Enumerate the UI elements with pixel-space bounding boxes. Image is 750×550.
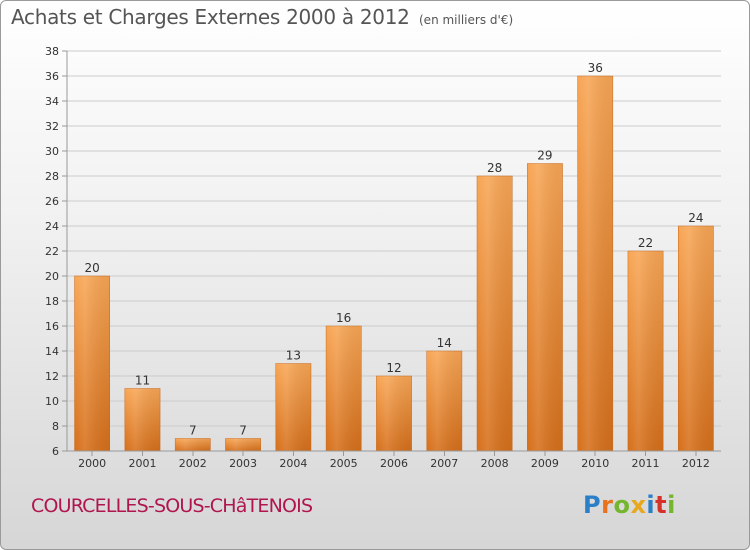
x-tick-label: 2005 xyxy=(330,457,358,470)
bar-value-label: 28 xyxy=(487,161,502,175)
logo-letter: i xyxy=(667,491,676,519)
bar-value-label: 11 xyxy=(135,374,150,388)
bars xyxy=(74,75,714,452)
y-tick-label: 20 xyxy=(45,270,59,283)
y-tick-label: 32 xyxy=(45,120,59,133)
x-tick-label: 2000 xyxy=(78,457,106,470)
chart-title: Achats et Charges Externes 2000 à 2012 xyxy=(11,5,410,29)
bar-highlight xyxy=(577,76,613,451)
bar-value-label: 29 xyxy=(537,149,552,163)
y-tick-label: 8 xyxy=(52,420,59,433)
y-tick-label: 16 xyxy=(45,320,59,333)
axes: 6 8 10 12 14 16 18 20 22 24 26 28 30 32 34 36 38 2000 2001… xyxy=(45,45,721,470)
bar-value-label: 36 xyxy=(588,61,603,75)
logo-letter: r xyxy=(601,491,614,519)
bar-highlight xyxy=(275,363,311,451)
x-tick-label: 2001 xyxy=(128,457,156,470)
y-tick-label: 28 xyxy=(45,170,59,183)
bar-highlight xyxy=(74,276,110,451)
chart-unit: (en milliers d'€) xyxy=(419,13,514,27)
logo-letter: t xyxy=(655,491,668,519)
bar-value-label: 24 xyxy=(688,211,703,225)
bar-value-label: 12 xyxy=(386,361,401,375)
bar-highlight xyxy=(326,326,362,451)
x-tick-label: 2010 xyxy=(581,457,609,470)
bar-value-label: 22 xyxy=(638,236,653,250)
proxiti-logo: Proxiti xyxy=(583,491,676,519)
bar-highlight xyxy=(124,388,161,451)
y-tick-label: 34 xyxy=(45,95,59,108)
y-tick-label: 38 xyxy=(45,45,59,58)
y-tick-label: 6 xyxy=(52,445,59,458)
bar-highlight xyxy=(175,438,211,451)
bar-value-label: 7 xyxy=(239,424,247,438)
y-tick-label: 10 xyxy=(45,395,59,408)
bar-value-label: 16 xyxy=(336,311,351,325)
x-tick-label: 2011 xyxy=(632,457,660,470)
y-tick-label: 18 xyxy=(45,295,59,308)
logo-letter: i xyxy=(646,491,656,519)
bar-highlight xyxy=(678,226,714,451)
logo-letter: P xyxy=(583,491,602,519)
x-tick-label: 2004 xyxy=(279,457,307,470)
x-tick-label: 2003 xyxy=(229,457,257,470)
y-tick-label: 30 xyxy=(45,145,59,158)
y-tick-label: 12 xyxy=(45,370,59,383)
bar-value-label: 20 xyxy=(85,261,100,275)
bar-highlight xyxy=(527,163,563,451)
location-name: COURCELLES-SOUS-CHâTENOIS xyxy=(31,495,313,517)
x-tick-label: 2007 xyxy=(430,457,458,470)
y-tick-label: 24 xyxy=(45,220,59,233)
bar-highlight xyxy=(225,438,261,451)
labels: 20 11 7 7 13 16 12 14 28 29 36 22 24 xyxy=(85,61,704,438)
x-tick-label: 2006 xyxy=(380,457,408,470)
x-tick-label: 2002 xyxy=(179,457,207,470)
logo-letter: x xyxy=(630,491,647,519)
bar-value-label: 13 xyxy=(286,349,301,363)
bar-highlight xyxy=(477,176,513,451)
y-tick-label: 22 xyxy=(45,245,59,258)
bar-highlight xyxy=(627,251,664,451)
bar-highlight xyxy=(376,376,412,451)
x-tick-label: 2012 xyxy=(682,457,710,470)
y-tick-label: 36 xyxy=(45,70,59,83)
x-tick-label: 2008 xyxy=(481,457,509,470)
x-tick-label: 2009 xyxy=(531,457,559,470)
bar-value-label: 14 xyxy=(437,336,452,350)
bar-highlight xyxy=(426,351,462,451)
bar-value-label: 7 xyxy=(189,424,197,438)
logo-letter: o xyxy=(613,491,631,519)
y-tick-label: 14 xyxy=(45,345,59,358)
y-tick-label: 26 xyxy=(45,195,59,208)
